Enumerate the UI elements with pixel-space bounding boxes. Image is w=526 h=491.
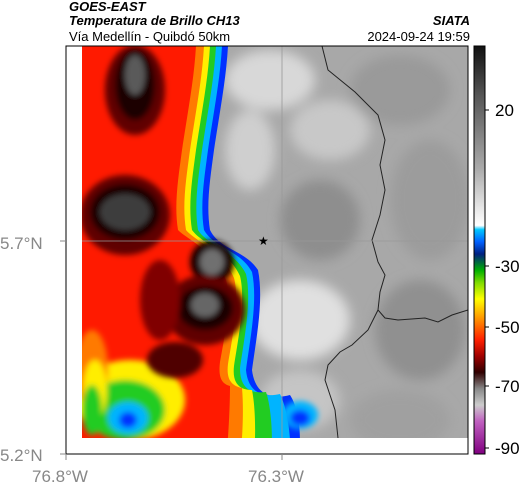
gray-texture bbox=[225, 50, 468, 438]
x-tick-label: 76.3°W bbox=[248, 467, 304, 486]
satellite-image: ★ bbox=[82, 46, 468, 438]
colorbar-label: -50 bbox=[495, 318, 520, 337]
colorbar-label: -30 bbox=[495, 257, 520, 276]
datetime-label: 2024-09-24 19:59 bbox=[367, 29, 470, 44]
product-title: Temperatura de Brillo CH13 bbox=[69, 13, 240, 28]
location-subtitle: Vía Medellín - Quibdó 50km bbox=[69, 29, 231, 44]
map-left-margin bbox=[66, 46, 82, 454]
boundary-line bbox=[324, 309, 379, 438]
reference-star-marker: ★ bbox=[258, 234, 269, 248]
satellite-title: GOES-EAST bbox=[69, 0, 146, 14]
colorbar-ticks bbox=[485, 109, 489, 449]
organization-label: SIATA bbox=[432, 13, 470, 28]
cold-cores bbox=[82, 46, 318, 429]
lower-left-colors bbox=[82, 330, 185, 438]
axis-ticks bbox=[60, 240, 283, 460]
colorbar: 20 -30 -50 -70 -90 bbox=[473, 45, 520, 458]
y-tick-label: 5.2°N bbox=[0, 446, 43, 465]
colorbar-label: -90 bbox=[495, 439, 520, 458]
boundary-line bbox=[321, 46, 468, 323]
colorbar-label: -70 bbox=[495, 377, 520, 396]
y-tick-label: 5.7°N bbox=[0, 234, 43, 253]
map-frame bbox=[65, 45, 469, 455]
x-tick-label: 76.8°W bbox=[32, 467, 88, 486]
colorbar-gradient bbox=[473, 45, 486, 455]
map-bottom-margin bbox=[66, 438, 468, 454]
colorbar-label: 20 bbox=[495, 101, 514, 120]
